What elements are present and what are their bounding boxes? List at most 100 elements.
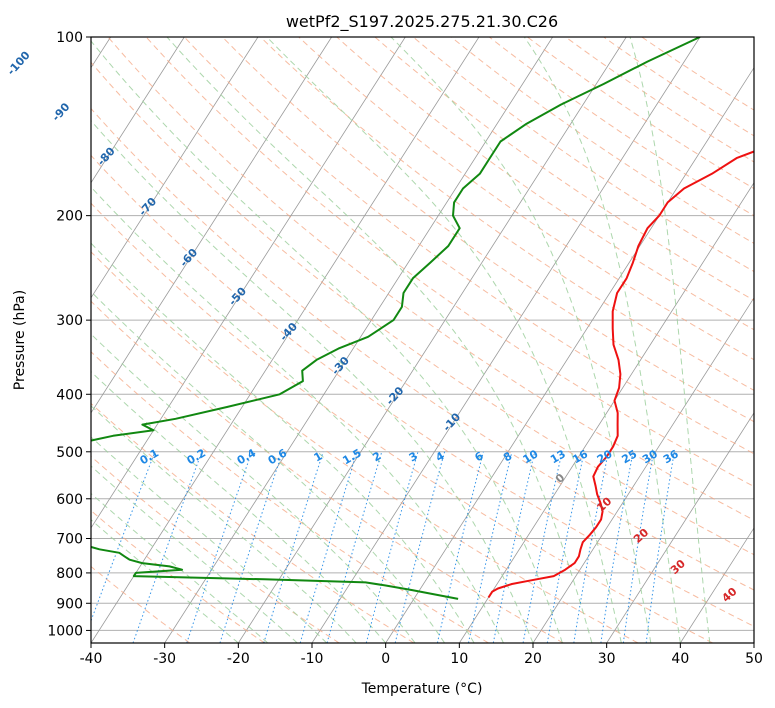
x-tick-label: 40 [671, 651, 689, 667]
isotherm-line [606, 412, 754, 643]
dry-adiabat-line [91, 107, 754, 591]
x-tick-label: 20 [524, 651, 542, 667]
isotherm-line [91, 37, 406, 529]
mixing-ratio-label: 10 [521, 447, 541, 466]
dry-adiabat-line [91, 402, 415, 643]
isotherm-line [679, 527, 754, 643]
isotherm-label: -50 [226, 285, 249, 309]
dry-adiabat-line [91, 154, 754, 627]
moist-adiabat-line [91, 405, 357, 643]
x-tick-label: 50 [745, 651, 763, 667]
mixing-ratio-label: 25 [620, 447, 640, 466]
y-tick-label: 400 [56, 387, 83, 403]
axis-ticks: -40 -30 -20 -10 0 10 20 30 40 5010020030040050060… [47, 30, 763, 667]
x-axis-label: Temperature (°C) [361, 681, 483, 697]
mixing-ratio-label: 13 [548, 447, 568, 466]
mixing-ratio-line [436, 451, 484, 643]
y-tick-label: 800 [56, 566, 83, 582]
y-tick-label: 700 [56, 532, 83, 548]
moist-adiabat-line [91, 242, 475, 643]
moist-adiabat-line [91, 119, 534, 643]
dry-adiabat-line [91, 251, 639, 643]
mixing-ratio-label: 0.4 [235, 446, 259, 467]
moist-adiabat-line [91, 40, 563, 643]
moist-adiabat-line [91, 436, 328, 643]
dry-adiabat-line [412, 37, 754, 273]
dry-adiabat-line [222, 37, 754, 423]
y-tick-label: 600 [56, 492, 83, 508]
isotherm-label: -60 [177, 246, 200, 270]
dewpoint-line [91, 37, 701, 600]
y-axis-label: Pressure (hPa) [12, 290, 28, 390]
y-tick-label: 500 [56, 445, 83, 461]
moist-adiabat-line [166, 37, 593, 643]
x-tick-label: 0 [381, 651, 390, 667]
chart-title: wetPf2_S197.2025.275.21.30.C26 [286, 12, 558, 32]
dry-adiabat-line [91, 509, 265, 643]
mixing-ratio-line [326, 451, 383, 643]
dry-adiabat-label: 0 [553, 471, 568, 486]
x-tick-label: -40 [80, 651, 103, 667]
dry-adiabat-line [183, 37, 754, 455]
isotherm-label: -70 [136, 195, 159, 219]
isotherm-line [91, 37, 480, 643]
isotherm-label: -10 [440, 410, 463, 434]
moist-adiabat-line [91, 290, 446, 643]
isotherm-line [91, 37, 185, 184]
dry-adiabat-line [260, 37, 754, 391]
mixing-ratio-line [186, 451, 253, 643]
temperature-line [487, 150, 754, 599]
y-tick-label: 100 [56, 30, 83, 46]
mixing-ratio-label: 1.5 [340, 446, 363, 467]
y-tick-label: 900 [56, 596, 83, 612]
x-tick-label: 10 [450, 651, 468, 667]
isotherm-line [237, 37, 627, 643]
moist-adiabat-line [390, 37, 652, 643]
moist-adiabat-line [91, 186, 504, 643]
moist-adiabat-line [91, 333, 416, 643]
isotherm-label: -40 [277, 320, 300, 344]
x-tick-label: -30 [153, 651, 176, 667]
isotherm-label: -100 [5, 48, 33, 77]
dry-adiabat-line [91, 455, 340, 643]
dry-adiabat-line [603, 37, 754, 137]
mixing-ratio-label: 0.6 [266, 446, 290, 467]
x-tick-label: -10 [301, 651, 324, 667]
profile-lines [91, 37, 754, 600]
y-tick-label: 200 [56, 209, 83, 225]
isotherm-line [532, 297, 754, 643]
mixing-ratio-line [394, 451, 446, 643]
isotherm-label: -80 [95, 145, 118, 169]
mixing-ratio-label: 36 [661, 447, 681, 466]
mixing-ratio-label: 16 [570, 447, 590, 466]
dry-adiabat-label: 30 [668, 557, 688, 577]
moist-adiabat-line [91, 492, 269, 643]
mixing-ratio-line [492, 451, 536, 643]
isotherm-line [458, 182, 754, 643]
mixing-ratio-line [299, 451, 358, 643]
dry-adiabat-line [336, 37, 754, 331]
dry-adiabat-line [488, 37, 754, 217]
mixing-ratio-label: 30 [640, 447, 660, 466]
dry-adiabat-line [641, 37, 754, 111]
moist-adiabat-line [91, 519, 239, 643]
dry-adiabat-line [91, 565, 191, 643]
mixing-ratio-line [645, 451, 675, 643]
mixing-ratio-line [219, 451, 284, 643]
moist-adiabat-line [91, 371, 387, 643]
plot-frame [90, 36, 755, 644]
y-tick-label: 300 [56, 313, 83, 329]
x-tick-label: -20 [227, 651, 250, 667]
mixing-ratio-line [468, 451, 513, 643]
dry-adiabat-line [91, 202, 713, 643]
dry-adiabat-line [565, 37, 754, 163]
line-labels: 0.1 0.2 0.4 0.6 1 1.5 2 3 4 6 8 10 13 16 20 25 30 36-100-… [5, 48, 740, 604]
dry-adiabat-line [91, 300, 564, 643]
moist-adiabat-line [91, 465, 298, 643]
moist-adiabat-line [523, 37, 681, 643]
mixing-ratio-line [132, 451, 203, 643]
isotherm-label: -30 [329, 354, 352, 378]
dry-adiabat-line [107, 37, 754, 521]
